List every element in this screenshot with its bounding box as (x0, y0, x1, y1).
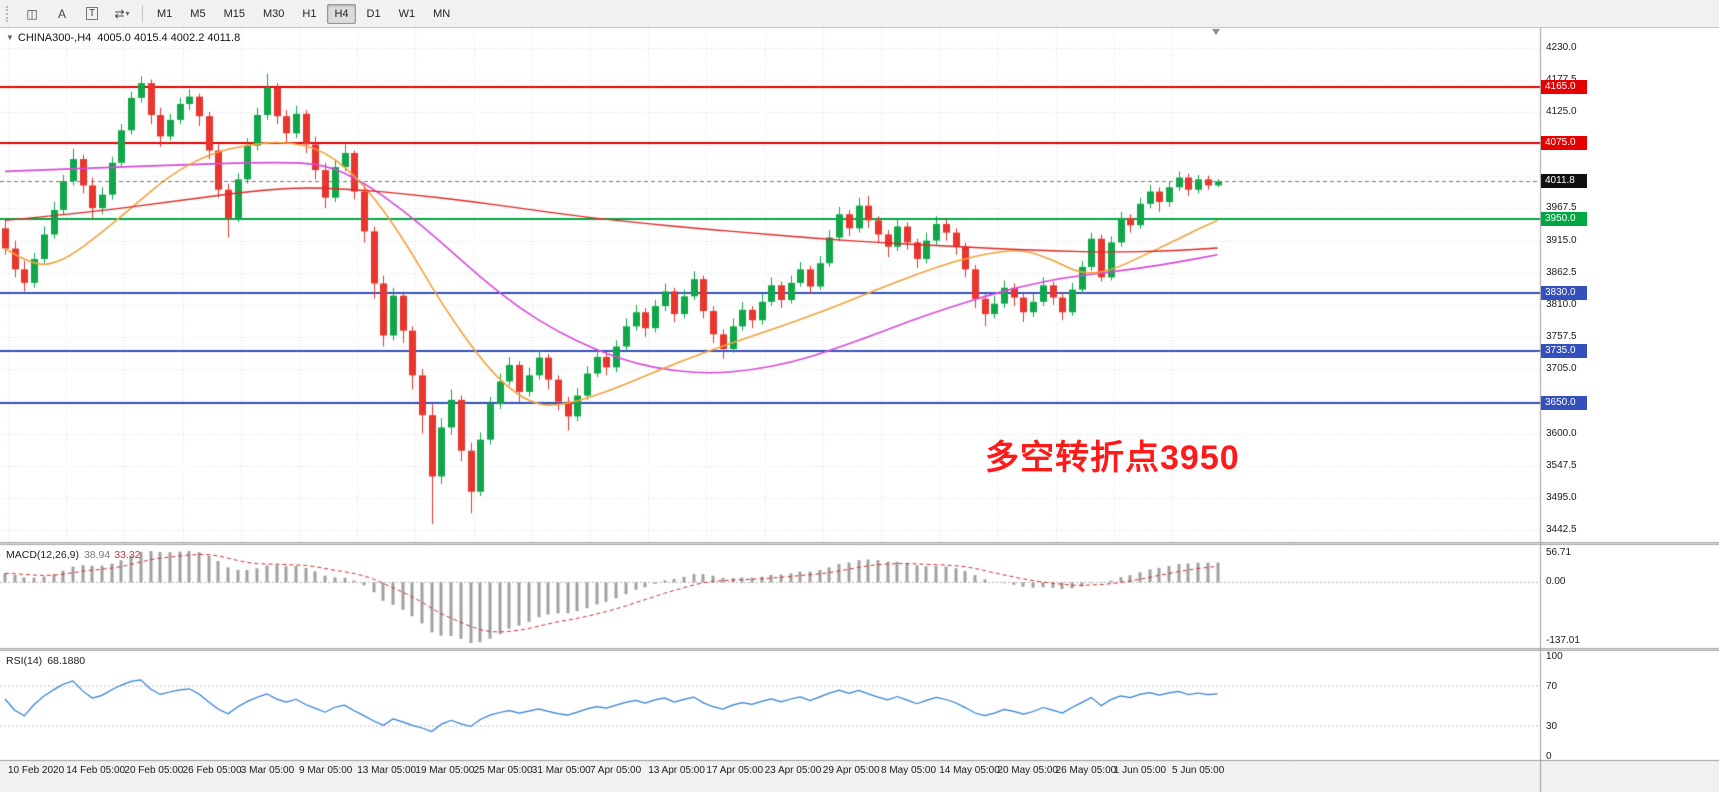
time-axis-label: 7 Apr 05:00 (590, 765, 642, 776)
time-axis-label: 3 Mar 05:00 (240, 765, 295, 776)
objects-dropdown-icon[interactable]: ⇄ ▾ (114, 6, 130, 21)
macd-scale-label: -137.01 (1546, 635, 1580, 646)
price-axis-label: 4230.0 (1546, 41, 1577, 53)
price-level-badge: 3950.0 (1541, 212, 1587, 227)
time-axis-label: 25 Mar 05:00 (473, 765, 533, 776)
price-axis-label: 4177.5 (1546, 73, 1577, 85)
timeframe-button-m15[interactable]: M15 (223, 7, 245, 20)
rsi-value: 68.1880 (47, 655, 86, 667)
macd-value-signal: 33.32 (114, 549, 141, 561)
timeframe-button-d1[interactable]: D1 (366, 7, 381, 20)
time-axis-label: 14 Feb 05:00 (66, 765, 126, 776)
price-level-badge: 4165.0 (1541, 80, 1587, 95)
time-axis-label: 5 Jun 05:00 (1172, 765, 1225, 776)
macd-label-name: MACD(12,26,9) (6, 549, 79, 561)
time-axis-label: 31 Mar 05:00 (531, 765, 591, 776)
timeframe-button-group: M1 M5 M15 M30 H1 H4 D1 W1 MN (149, 3, 458, 24)
rsi-label-name: RSI(14) (6, 655, 43, 667)
price-axis-label: 3495.0 (1546, 491, 1577, 503)
current-price-badge: 4011.8 (1541, 174, 1587, 189)
toolbar-separator (142, 4, 143, 23)
toolbar-icon-group: ◫ A T ⇄ ▾ (18, 3, 136, 25)
text-annotation-icon[interactable]: A (57, 6, 66, 21)
time-axis-label: 9 Mar 05:00 (299, 765, 353, 776)
time-axis-label: 20 Feb 05:00 (124, 765, 184, 776)
time-axis-label: 13 Apr 05:00 (648, 765, 705, 776)
price-axis-label: 3442.5 (1546, 524, 1577, 536)
collapse-chart-icon[interactable]: ▼ (6, 33, 14, 42)
price-axis-label: 3757.5 (1546, 331, 1577, 343)
macd-value-main: 38.94 (83, 549, 111, 561)
price-axis-label: 3967.5 (1546, 202, 1577, 214)
chart-window-icon[interactable]: ◫ (26, 6, 38, 21)
price-level-badge: 4075.0 (1541, 135, 1587, 150)
timeframe-button-m1[interactable]: M1 (157, 7, 173, 20)
price-axis-label: 3915.0 (1546, 234, 1577, 246)
timeframe-button-h4[interactable]: H4 (327, 3, 356, 24)
time-axis-label: 23 Apr 05:00 (764, 765, 822, 776)
main-toolbar: ◫ A T ⇄ ▾ M1 M5 M15 M30 H1 H4 D1 W1 MN (0, 0, 1719, 28)
text-label-icon[interactable]: T (78, 3, 106, 25)
price-axis-label: 3810.0 (1546, 298, 1577, 310)
price-axis-label: 4125.0 (1546, 105, 1577, 117)
rsi-scale-label: 100 (1546, 651, 1563, 662)
time-axis-label: 26 May 05:00 (1055, 765, 1117, 776)
timeframe-button-w1[interactable]: W1 (398, 7, 416, 20)
price-level-badge: 3650.0 (1541, 395, 1587, 410)
macd-scale-label: 0.00 (1546, 576, 1566, 588)
toolbar-drag-handle[interactable] (6, 5, 12, 22)
time-axis-label: 19 Mar 05:00 (415, 765, 475, 776)
time-axis-label: 29 Apr 05:00 (822, 765, 880, 776)
price-axis-label: 3600.0 (1546, 427, 1577, 439)
time-axis-label: 20 May 05:00 (997, 765, 1058, 776)
rsi-indicator-label: RSI(14) 68.1880 (6, 655, 85, 667)
time-axis-label: 8 May 05:00 (881, 765, 937, 776)
annotation-text[interactable]: 多空转折点3950 (985, 439, 1240, 477)
timeframe-button-h1[interactable]: H1 (302, 7, 317, 20)
chart-title: ▼ CHINA300-,H4 4005.0 4015.4 4002.2 4011.8 (6, 32, 240, 44)
macd-scale-label: 56.71 (1546, 547, 1572, 558)
price-level-badge: 3735.0 (1541, 343, 1587, 358)
chart-ohlc-values: 4005.0 4015.4 4002.2 4011.8 (97, 32, 241, 44)
price-axis-label: 3547.5 (1546, 459, 1577, 471)
timeframe-button-m5[interactable]: M5 (190, 7, 206, 20)
timeframe-button-mn[interactable]: MN (433, 7, 451, 20)
timeframe-button-m30[interactable]: M30 (262, 7, 285, 20)
rsi-scale-label: 30 (1546, 721, 1558, 732)
rsi-scale-label: 70 (1546, 681, 1558, 692)
time-axis-label: 26 Feb 05:00 (182, 765, 242, 776)
time-axis-label: 14 May 05:00 (939, 765, 1000, 776)
chart-symbol-timeframe: CHINA300-,H4 (17, 32, 92, 44)
macd-indicator-label: MACD(12,26,9) 38.94 33.32 (6, 549, 141, 561)
time-axis-label: 17 Apr 05:00 (706, 765, 764, 776)
time-axis-label: 10 Feb 2020 (8, 765, 65, 776)
time-axis-label: 13 Mar 05:00 (357, 765, 417, 776)
price-level-badge: 3830.0 (1541, 285, 1587, 300)
time-axis-label: 1 Jun 05:00 (1113, 765, 1167, 776)
price-axis-label: 3705.0 (1546, 363, 1577, 375)
chart-shift-marker-icon (1212, 29, 1220, 35)
rsi-scale-label: 0 (1546, 751, 1552, 762)
price-axis-label: 3862.5 (1546, 266, 1577, 278)
